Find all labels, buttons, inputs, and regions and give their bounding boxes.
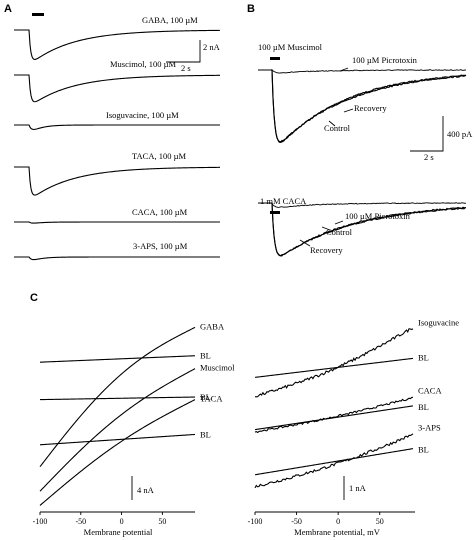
current-trace (14, 221, 220, 224)
leader-line (328, 120, 336, 127)
trace-isoguvacine: Isoguvacine, 100 µM (14, 110, 220, 130)
control-trace (258, 202, 467, 257)
trace-3aps: 3-APS, 100 µM (14, 241, 220, 261)
series-line-muscimol (39, 368, 196, 492)
scale-time-label: 2 s (181, 63, 191, 73)
series-label: BL (200, 430, 211, 440)
x-axis-label: Membrane potential, mV (294, 527, 381, 537)
scale-bar-c-left: 4 nA (131, 476, 155, 500)
scale-bar-lines (410, 116, 444, 152)
recovery-label: Recovery (354, 103, 387, 113)
series-label: GABA (200, 321, 225, 331)
trace-label-3aps: 3-APS, 100 µM (133, 241, 188, 251)
application-bar (32, 13, 44, 16)
trace-label-gaba: GABA, 100 µM (142, 15, 198, 25)
series-label: TACA (200, 394, 223, 404)
series-line-taca (39, 399, 196, 506)
panel-letter-a: A (4, 3, 12, 15)
muscimol-group: 100 µM Muscimol 100 µM Picrotoxin Recove… (258, 42, 467, 144)
series-line-bl (254, 357, 414, 378)
x-axis-label: Membrane potential (84, 527, 153, 537)
current-trace (14, 256, 220, 261)
scale-bar-label: 4 nA (137, 485, 155, 495)
trace-label-muscimol: Muscimol, 100 µM (110, 59, 176, 69)
x-tick-label: -100 (33, 517, 48, 526)
application-bar (270, 57, 280, 60)
antagonist-label: 100 µM Picrotoxin (352, 55, 418, 65)
series-line-bl (39, 396, 196, 401)
series-label: Muscimol (200, 363, 235, 373)
current-trace (14, 29, 221, 60)
trace-gaba: GABA, 100 µM (14, 15, 221, 60)
x-tick-label: 0 (336, 517, 340, 526)
scale-bar-label: 1 nA (349, 483, 367, 493)
trace-label-taca: TACA, 100 µM (132, 151, 186, 161)
series-label: Isoguvacine (418, 318, 459, 328)
control-label: Control (326, 227, 353, 237)
x-tick-label: -50 (75, 517, 86, 526)
series-label: CACA (418, 386, 442, 396)
scale-bar-c-right: 1 nA (343, 476, 367, 500)
leader-line (334, 220, 344, 225)
x-tick-label: -50 (291, 517, 302, 526)
trace-taca: TACA, 100 µM (14, 151, 220, 196)
series-label: BL (418, 445, 429, 455)
caca-group: 1 mM CACA 100 µM Picrotoxin Control Reco… (258, 196, 467, 257)
panel-letter-b: B (247, 3, 255, 15)
agonist-label: 1 mM CACA (260, 196, 307, 206)
series-line-bl (254, 405, 414, 431)
series-group: Isoguvacine BL CACA BL 3-APS BL (254, 318, 459, 489)
picrotoxin-trace (258, 202, 467, 208)
panel-a: GABA, 100 µM Muscimol, 100 µM Isoguvacin… (14, 13, 221, 261)
x-tick-label: 50 (158, 517, 166, 526)
recovery-label: Recovery (310, 245, 343, 255)
current-trace (14, 166, 220, 196)
series-label: BL (418, 402, 429, 412)
leader-line (321, 226, 331, 231)
scale-current-label: 2 nA (203, 42, 221, 52)
scale-bar-b: 400 pA 2 s (410, 116, 473, 162)
scale-bar-a: 2 nA 2 s (166, 40, 221, 73)
series-label: 3-APS (418, 422, 441, 432)
x-tick-label: -100 (248, 517, 263, 526)
control-label: Control (324, 123, 351, 133)
panel-letter-c: C (30, 292, 38, 304)
leader-line (299, 239, 311, 247)
series-line-caca (254, 396, 414, 434)
control-trace (258, 69, 467, 144)
x-tick-label: 50 (376, 517, 384, 526)
iv-plot-right: -100 -50 0 50 Isoguvacine BL CACA BL 3-APS BL Me… (248, 318, 460, 538)
scale-bar-lines (166, 40, 201, 63)
series-line-bl (39, 355, 196, 363)
series-line-3-aps (254, 433, 414, 489)
antagonist-label: 100 µM Picrotoxin (345, 211, 411, 221)
scale-time-label: 2 s (424, 152, 434, 162)
agonist-label: 100 µM Muscimol (258, 42, 323, 52)
panel-b: 100 µM Muscimol 100 µM Picrotoxin Recove… (258, 42, 473, 257)
leader-line (343, 108, 354, 113)
trace-label-isoguvacine: Isoguvacine, 100 µM (106, 110, 179, 120)
current-trace (14, 74, 221, 103)
series-label: BL (418, 352, 429, 362)
x-ticks: -100 -50 0 50 (248, 512, 384, 526)
x-tick-label: 0 (120, 517, 124, 526)
series-line-bl (254, 448, 414, 476)
series-label: BL (200, 392, 211, 402)
series-line-isoguvacine (254, 328, 414, 398)
picrotoxin-trace (258, 68, 467, 74)
series-line-gaba (39, 326, 196, 468)
current-trace (14, 124, 220, 130)
series-line-bl (39, 433, 196, 446)
series-label: BL (200, 351, 211, 361)
trace-label-caca: CACA, 100 µM (132, 207, 188, 217)
x-ticks: -100 -50 0 50 (33, 512, 166, 526)
trace-muscimol: Muscimol, 100 µM (14, 59, 221, 103)
application-bar (270, 211, 280, 214)
trace-caca: CACA, 100 µM (14, 207, 220, 224)
scale-current-label: 400 pA (447, 129, 473, 139)
